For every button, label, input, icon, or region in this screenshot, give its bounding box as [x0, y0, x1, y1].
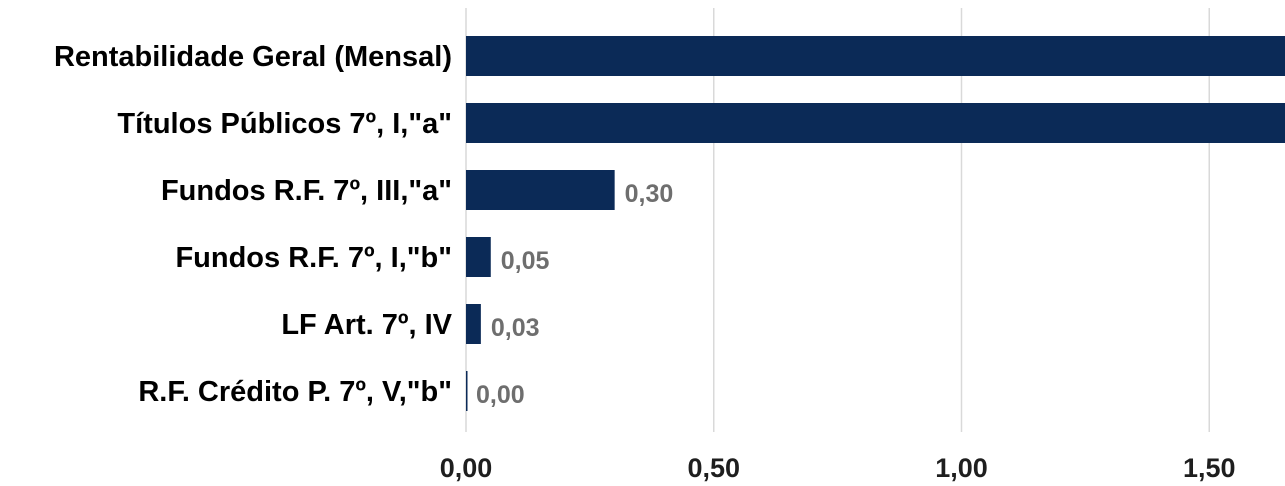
- gridlines: [465, 8, 1210, 432]
- x-tick-label: 1,50: [1183, 453, 1236, 483]
- data-label: 0,00: [476, 381, 525, 409]
- data-labels: 3,322,920,300,050,030,00: [476, 180, 674, 409]
- bar: [466, 371, 468, 411]
- bar: [466, 36, 1285, 76]
- x-tick-label: 0,00: [440, 453, 493, 483]
- x-tick-label: 1,00: [935, 453, 988, 483]
- category-label: Rentabilidade Geral (Mensal): [54, 41, 452, 73]
- data-label: 0,03: [491, 314, 540, 342]
- category-label: Títulos Públicos 7º, I,"a": [117, 108, 452, 140]
- bar: [466, 170, 615, 210]
- category-label: LF Art. 7º, IV: [281, 309, 452, 341]
- category-label: Fundos R.F. 7º, III,"a": [161, 175, 452, 207]
- category-labels: Rentabilidade Geral (Mensal) Títulos Públ…: [54, 41, 453, 408]
- bar: [466, 103, 1285, 143]
- bars: [466, 36, 1285, 411]
- bar: [466, 237, 491, 277]
- data-label: 0,30: [625, 180, 674, 208]
- bar: [466, 304, 481, 344]
- x-tick-label: 0,50: [687, 453, 740, 483]
- data-label: 0,05: [501, 247, 550, 275]
- x-axis-tick-labels: 0,000,501,001,502,002,503,00: [440, 453, 1236, 483]
- category-label: R.F. Crédito P. 7º, V,"b": [138, 376, 452, 408]
- category-label: Fundos R.F. 7º, I,"b": [175, 242, 452, 274]
